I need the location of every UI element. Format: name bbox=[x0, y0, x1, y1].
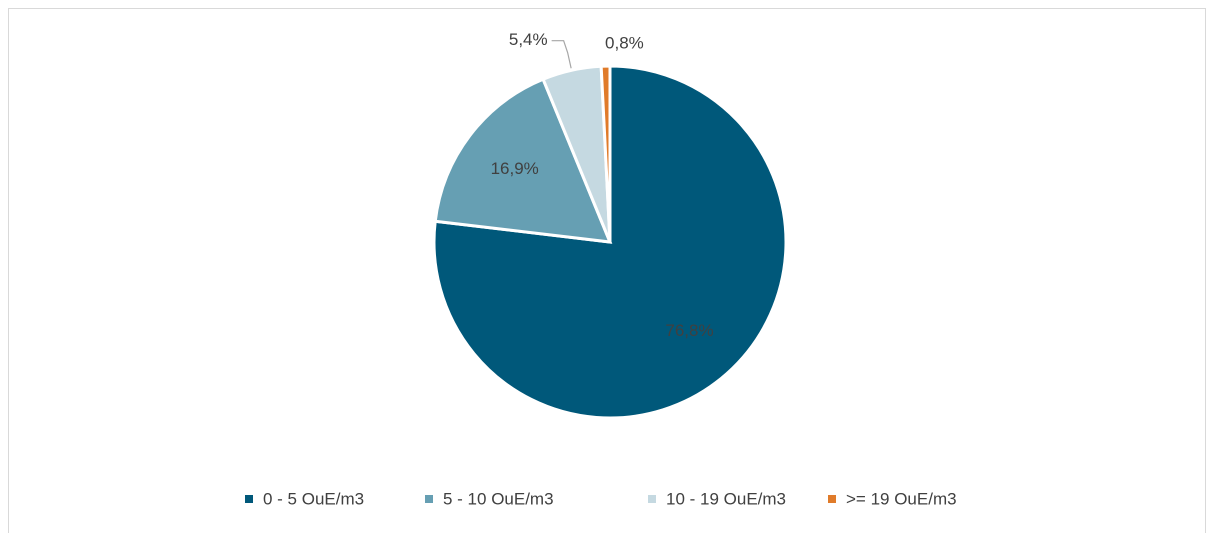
legend-marker bbox=[648, 495, 656, 503]
legend-label: 10 - 19 OuE/m3 bbox=[666, 489, 786, 508]
legend-label: 5 - 10 OuE/m3 bbox=[443, 489, 554, 508]
data-label: 16,9% bbox=[491, 159, 539, 178]
legend-label: >= 19 OuE/m3 bbox=[846, 489, 957, 508]
legend-marker bbox=[828, 495, 836, 503]
legend-marker bbox=[425, 495, 433, 503]
leader-line bbox=[551, 40, 572, 69]
data-label: 0,8% bbox=[605, 34, 644, 53]
data-label: 5,4% bbox=[509, 30, 548, 49]
legend-label: 0 - 5 OuE/m3 bbox=[263, 489, 364, 508]
pie-slice bbox=[599, 64, 612, 243]
legend-marker bbox=[245, 495, 253, 503]
data-label: 76,8% bbox=[665, 321, 713, 340]
pie-slice bbox=[433, 77, 613, 244]
